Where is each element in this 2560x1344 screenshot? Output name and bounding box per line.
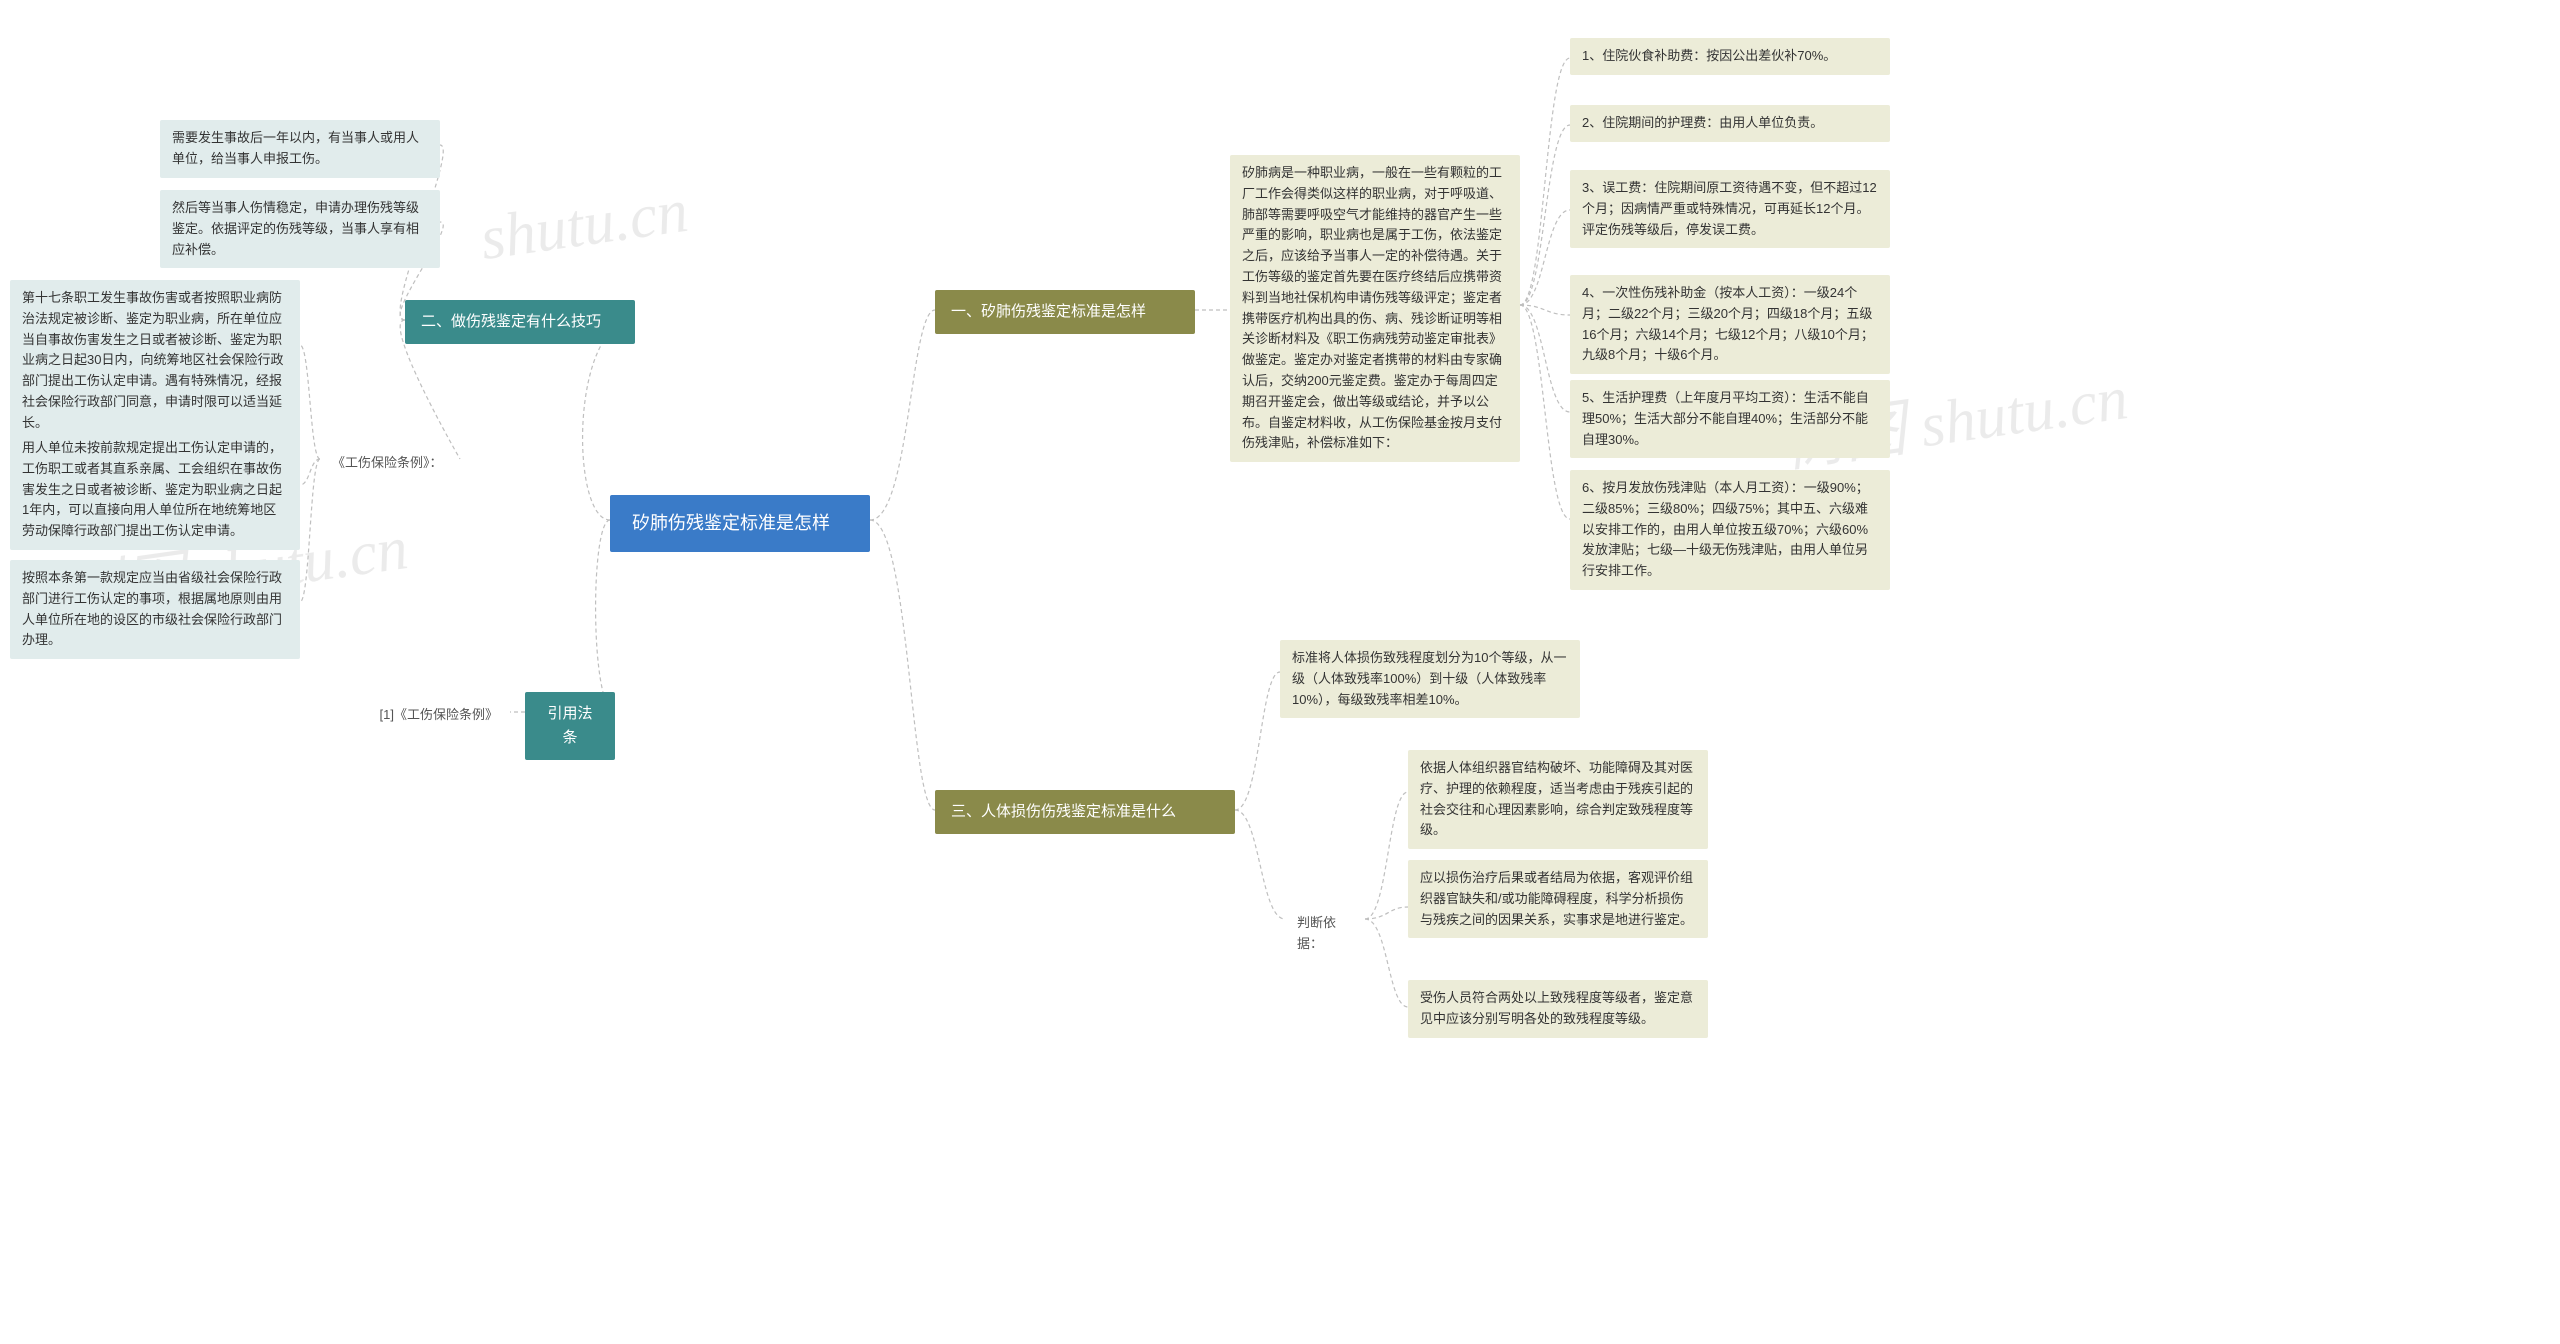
sublabel-basis: 判断依据： <box>1285 905 1365 963</box>
leaf-node: 2、住院期间的护理费：由用人单位负责。 <box>1570 105 1890 142</box>
leaf-node: 需要发生事故后一年以内，有当事人或用人单位，给当事人申报工伤。 <box>160 120 440 178</box>
root-node[interactable]: 矽肺伤残鉴定标准是怎样 <box>610 495 870 552</box>
leaf-node: 5、生活护理费（上年度月平均工资）：生活不能自理50%；生活大部分不能自理40%… <box>1570 380 1890 458</box>
leaf-node: 3、误工费：住院期间原工资待遇不变，但不超过12个月；因病情严重或特殊情况，可再… <box>1570 170 1890 248</box>
branch-body-injury[interactable]: 三、人体损伤伤残鉴定标准是什么 <box>935 790 1235 834</box>
leaf-node: 6、按月发放伤残津贴（本人月工资）：一级90%；二级85%；三级80%；四级75… <box>1570 470 1890 590</box>
leaf-node: [1]《工伤保险条例》 <box>360 697 510 734</box>
leaf-node: 依据人体组织器官结构破坏、功能障碍及其对医疗、护理的依赖程度，适当考虑由于残疾引… <box>1408 750 1708 849</box>
watermark: shutu.cn <box>476 176 692 275</box>
leaf-node: 按照本条第一款规定应当由省级社会保险行政部门进行工伤认定的事项，根据属地原则由用… <box>10 560 300 659</box>
leaf-node: 标准将人体损伤致残程度划分为10个等级，从一级（人体致残率100%）到十级（人体… <box>1280 640 1580 718</box>
leaf-node: 1、住院伙食补助费：按因公出差伙补70%。 <box>1570 38 1890 75</box>
leaf-description: 矽肺病是一种职业病，一般在一些有颗粒的工厂工作会得类似这样的职业病，对于呼吸道、… <box>1230 155 1520 462</box>
leaf-node: 4、一次性伤残补助金（按本人工资）：一级24个月；二级22个月；三级20个月；四… <box>1570 275 1890 374</box>
leaf-node: 第十七条职工发生事故伤害或者按照职业病防治法规定被诊断、鉴定为职业病，所在单位应… <box>10 280 300 442</box>
leaf-node: 应以损伤治疗后果或者结局为依据，客观评价组织器官缺失和/或功能障碍程度，科学分析… <box>1408 860 1708 938</box>
branch-standard[interactable]: 一、矽肺伤残鉴定标准是怎样 <box>935 290 1195 334</box>
branch-techniques[interactable]: 二、做伤残鉴定有什么技巧 <box>405 300 635 344</box>
sublabel-regulation: 《工伤保险条例》： <box>320 445 460 482</box>
leaf-node: 受伤人员符合两处以上致残程度等级者，鉴定意见中应该分别写明各处的致残程度等级。 <box>1408 980 1708 1038</box>
leaf-node: 然后等当事人伤情稳定，申请办理伤残等级鉴定。依据评定的伤残等级，当事人享有相应补… <box>160 190 440 268</box>
leaf-node: 用人单位未按前款规定提出工伤认定申请的，工伤职工或者其直系亲属、工会组织在事故伤… <box>10 430 300 550</box>
branch-references[interactable]: 引用法条 <box>525 692 615 760</box>
